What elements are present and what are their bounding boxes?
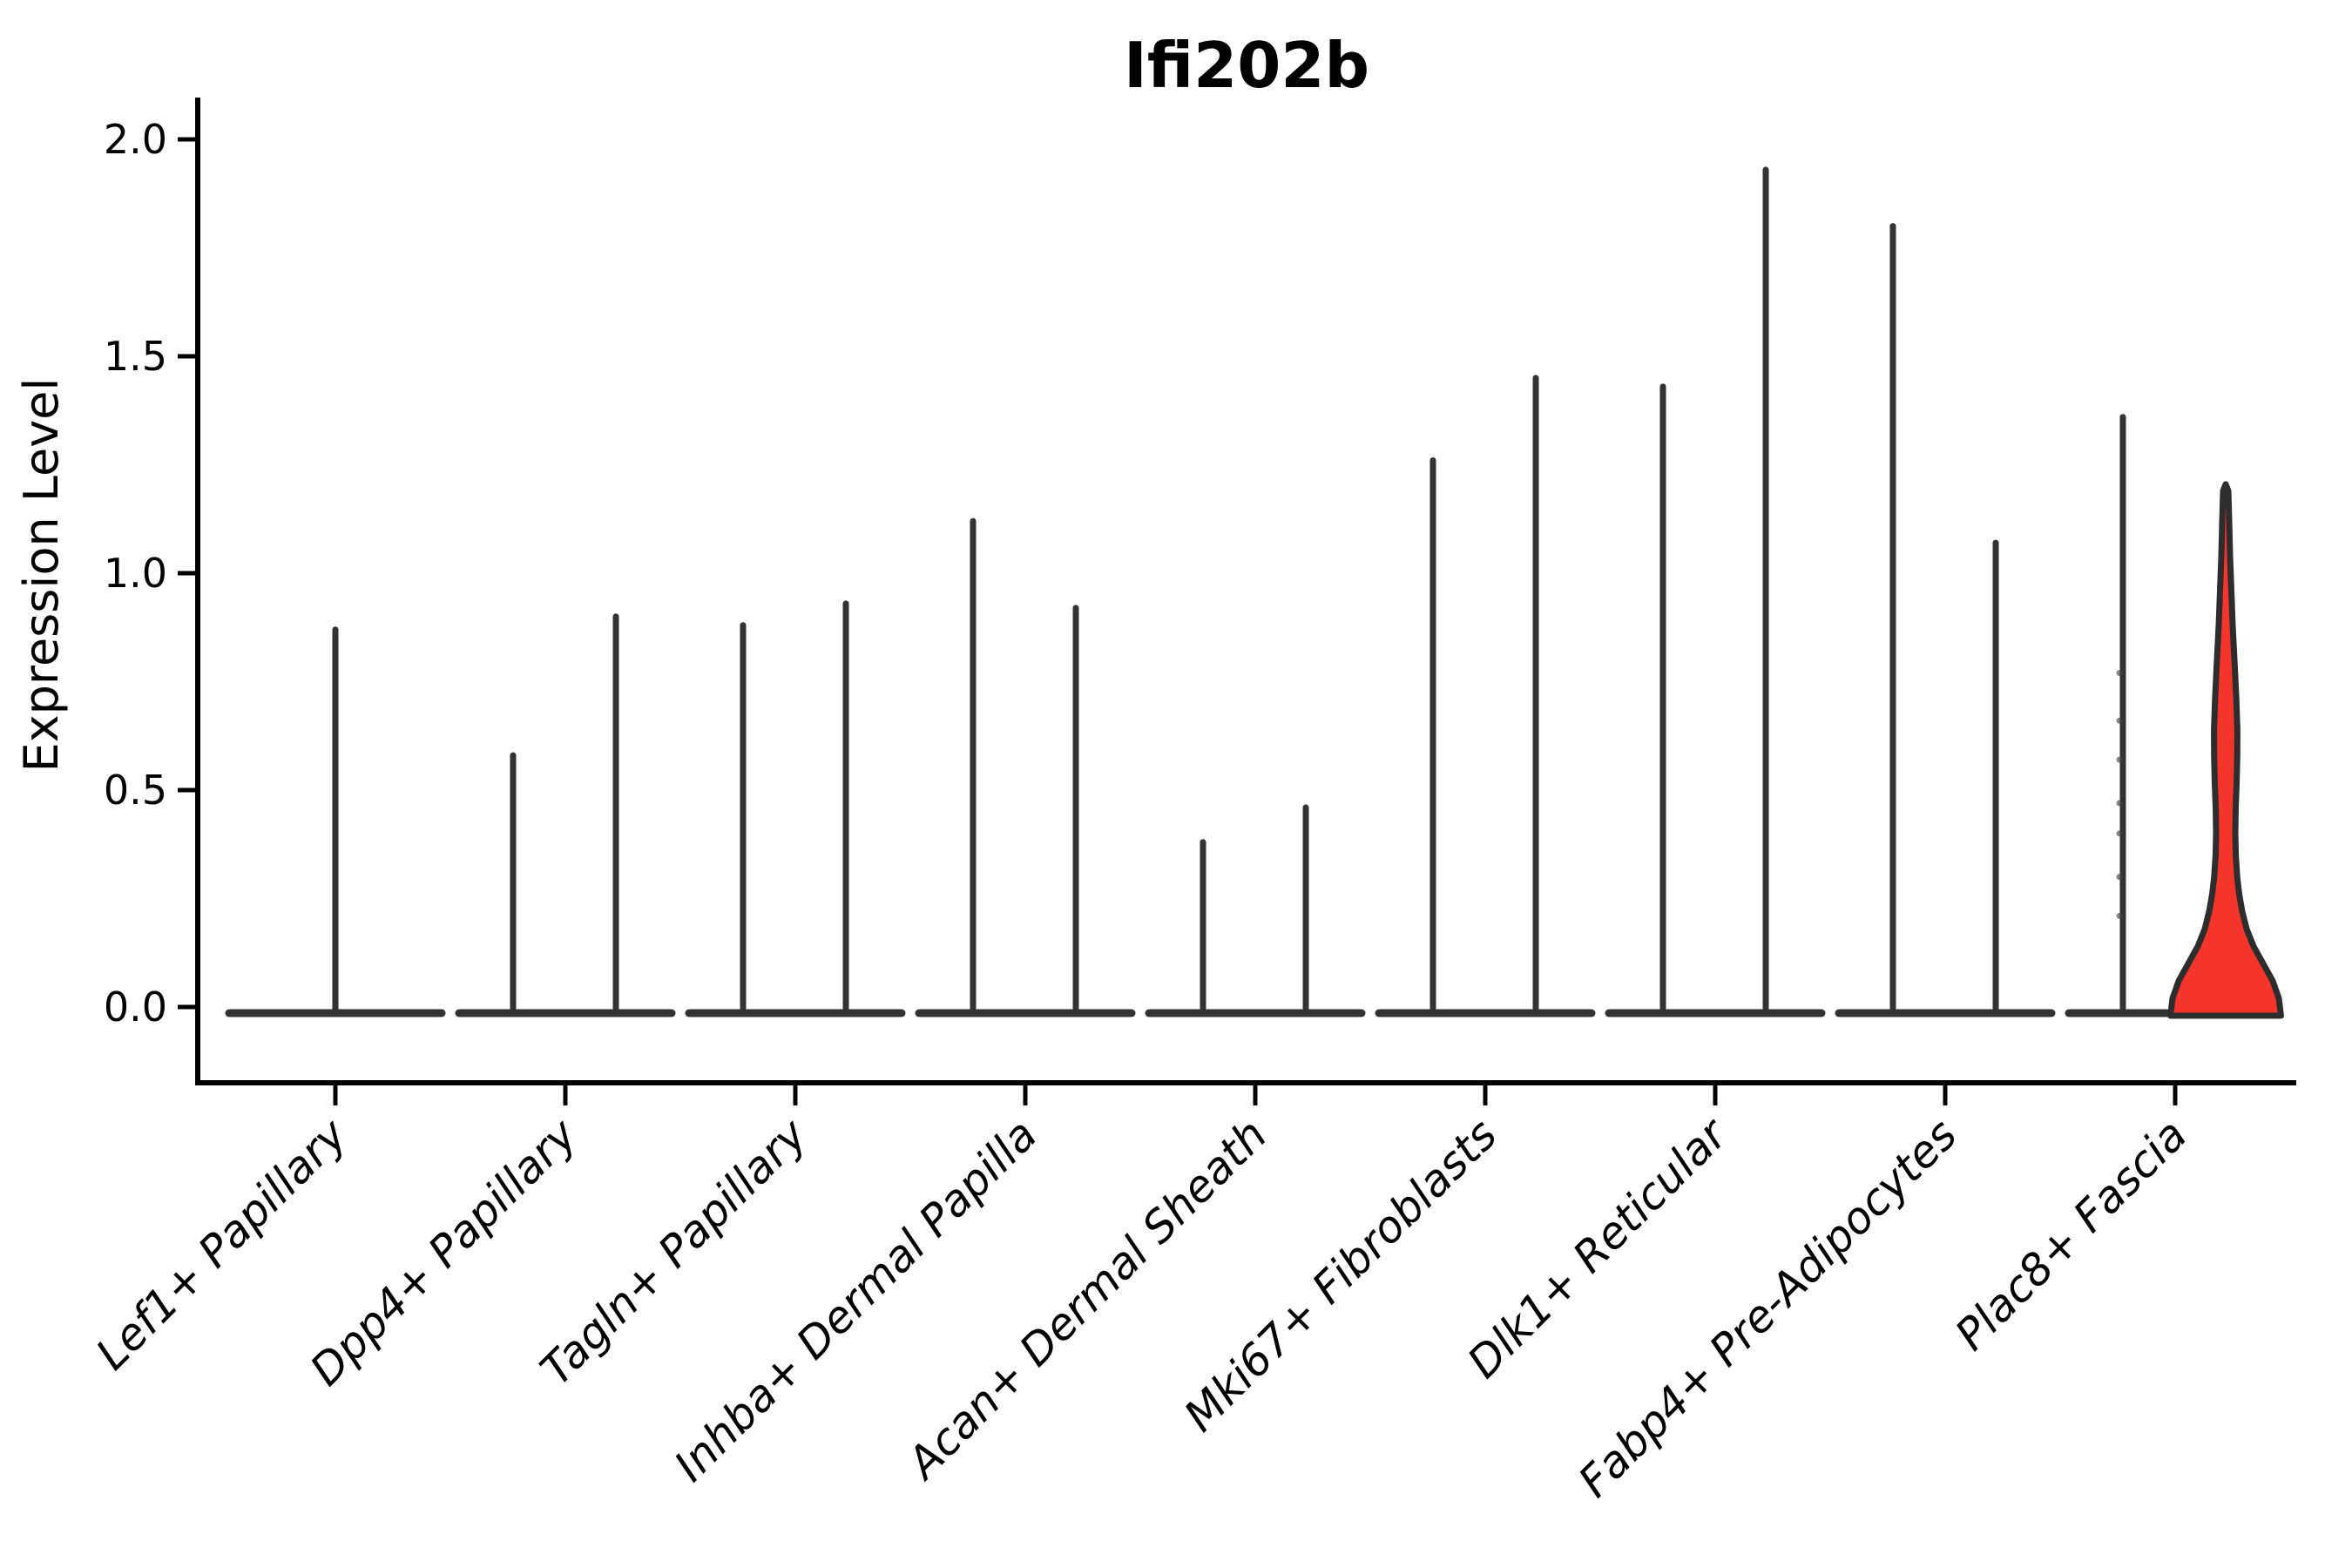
highlighted-violin bbox=[2167, 481, 2284, 1019]
x-tick-label: Lef1+ Papillary bbox=[86, 1108, 357, 1379]
x-tick-label: Plac8+ Fascia bbox=[1946, 1109, 2197, 1360]
y-tick-label: 0.0 bbox=[104, 983, 167, 1031]
x-tick-label: Inhba+ Dermal Papilla bbox=[665, 1109, 1046, 1490]
jitter-point bbox=[2116, 874, 2123, 881]
jitter-point bbox=[2116, 912, 2123, 919]
y-tick-label: 1.5 bbox=[104, 333, 167, 380]
axes bbox=[178, 98, 2296, 1105]
jitter-point bbox=[2116, 830, 2123, 837]
plot-title: Ifi202b bbox=[1124, 29, 1369, 102]
jitter-point bbox=[2116, 800, 2123, 807]
y-tick-labels: 0.0 0.5 1.0 1.5 2.0 bbox=[104, 116, 167, 1031]
x-tick-label: Fabp4+ Pre-Adipocytes bbox=[1569, 1109, 1967, 1507]
y-tick-label: 2.0 bbox=[104, 116, 167, 163]
jitter-point bbox=[2116, 717, 2123, 724]
jitter-point bbox=[2116, 670, 2123, 677]
y-tick-label: 0.5 bbox=[104, 767, 167, 814]
violins bbox=[225, 166, 2284, 1019]
y-axis-label: Expression Level bbox=[14, 378, 69, 773]
y-tick-label: 1.0 bbox=[104, 550, 167, 597]
jitter-point bbox=[2116, 756, 2123, 763]
